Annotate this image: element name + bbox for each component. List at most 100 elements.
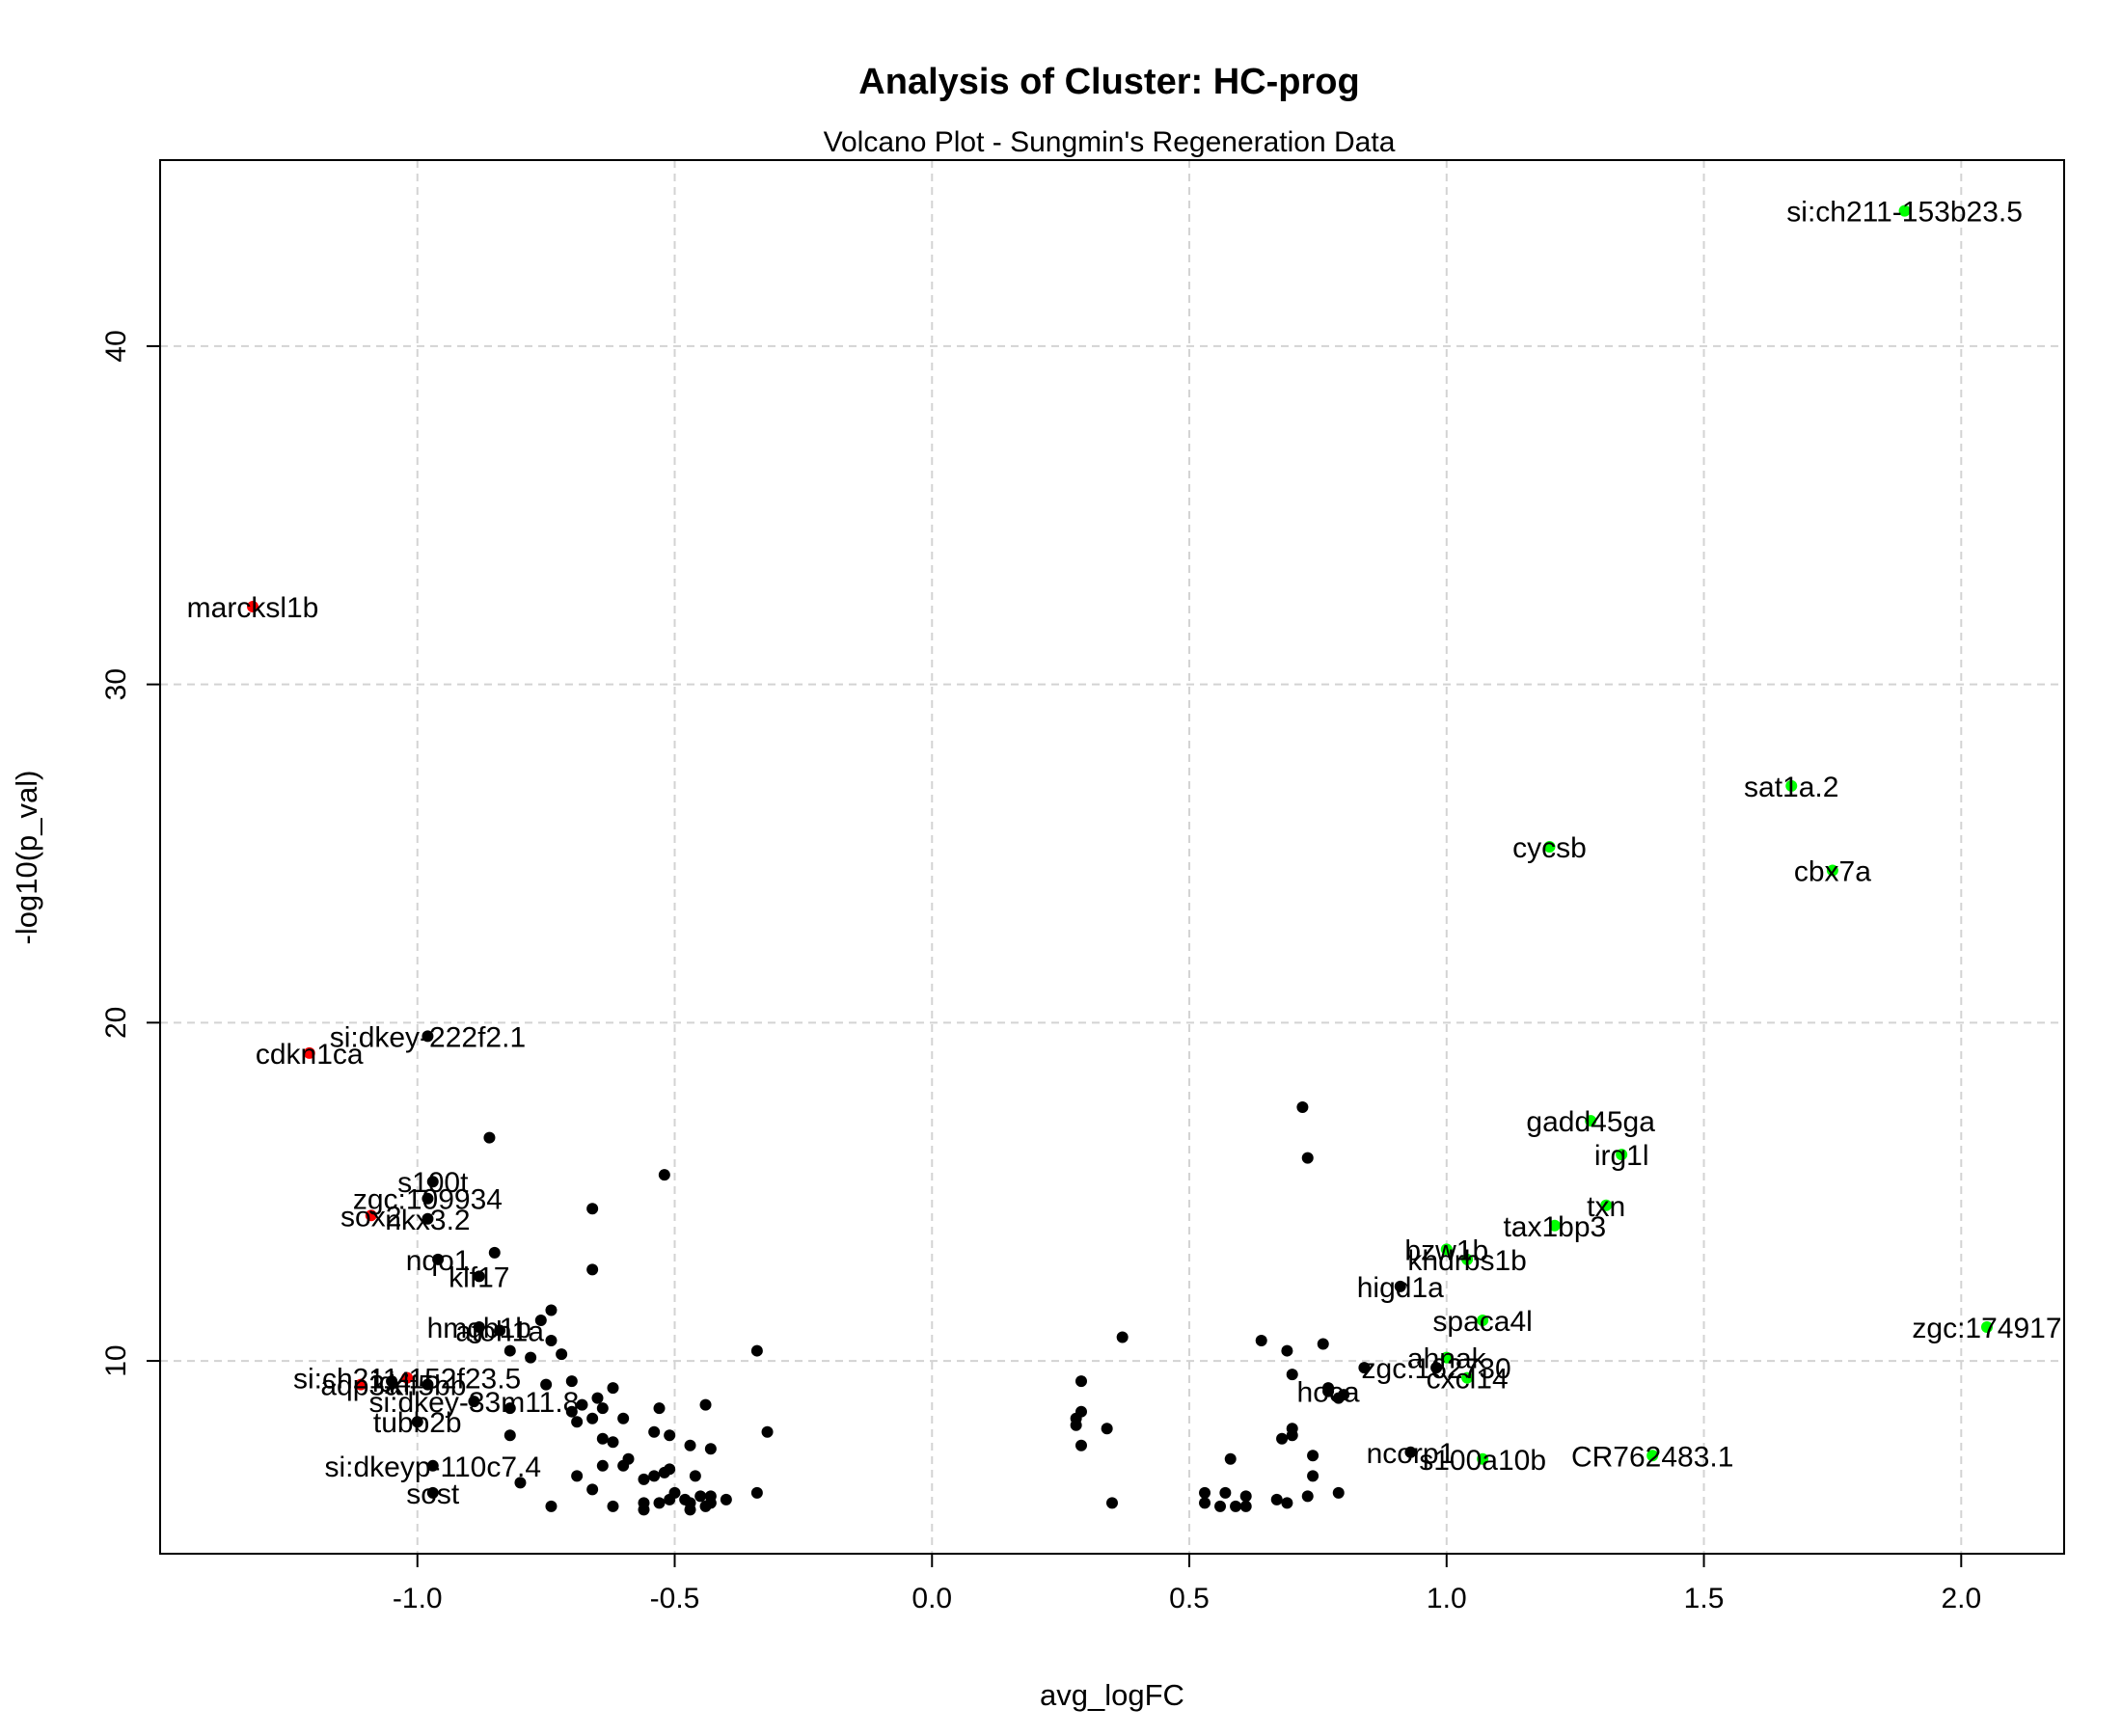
data-point	[483, 1131, 496, 1144]
gene-point	[1548, 1219, 1561, 1232]
data-point	[617, 1459, 630, 1472]
gene-label: si:dkey-33m11.8	[368, 1387, 579, 1419]
data-point	[503, 1402, 516, 1415]
data-point	[1199, 1486, 1211, 1499]
gene-point	[303, 1046, 315, 1059]
data-point	[1317, 1338, 1329, 1350]
gene-label: cxcl14	[1427, 1364, 1509, 1396]
data-point	[704, 1443, 717, 1455]
data-point	[1070, 1419, 1082, 1431]
data-point	[638, 1504, 650, 1516]
data-point	[596, 1432, 609, 1445]
gene-label: s100t	[397, 1167, 469, 1199]
gene-point	[247, 600, 259, 612]
data-points	[247, 204, 1993, 1516]
gene-label: cdkn1ca	[256, 1039, 364, 1071]
gene-label: zgc:109934	[353, 1184, 503, 1216]
data-point	[1224, 1452, 1237, 1465]
data-point	[1307, 1450, 1319, 1462]
data-point	[689, 1470, 701, 1482]
point-labels: si:ch211-153b23.5 sat1a.2 cycsb cbx7a gadd45…	[187, 197, 2062, 1510]
data-point	[684, 1504, 696, 1516]
x-tick-label: 0.0	[911, 1583, 952, 1614]
gene-label: nqo1	[406, 1245, 471, 1277]
gene-point	[473, 1270, 485, 1283]
gene-label: sost	[406, 1478, 460, 1510]
x-axis-label: avg_logFC	[1040, 1678, 1184, 1712]
gene-point	[1785, 779, 1798, 792]
data-point	[658, 1466, 670, 1478]
x-axis-ticks: -1.0 -0.5 0.0 0.5 1.0 1.5 2.0	[393, 1554, 1981, 1614]
gene-label: si:ch211-152f23.5	[293, 1364, 521, 1396]
data-point	[488, 1246, 501, 1259]
data-point	[565, 1405, 578, 1418]
data-point	[653, 1497, 666, 1509]
data-point	[1239, 1500, 1252, 1512]
gene-point	[468, 1396, 480, 1408]
data-point	[1075, 1439, 1087, 1451]
gene-label: gadd45ga	[1526, 1106, 1655, 1138]
gene-label: s100a10b	[1419, 1445, 1546, 1477]
data-point	[1286, 1369, 1298, 1381]
x-tick-label: 1.5	[1684, 1583, 1725, 1614]
gene-point	[422, 1030, 434, 1043]
gene-point	[1980, 1321, 1993, 1334]
data-point	[503, 1429, 516, 1442]
data-point	[571, 1470, 584, 1482]
data-point	[1332, 1486, 1345, 1499]
y-tick-label: 40	[100, 330, 132, 362]
data-point	[596, 1459, 609, 1472]
data-point	[750, 1486, 763, 1499]
data-point	[1307, 1470, 1319, 1482]
gene-label: tax1bp3	[1503, 1211, 1606, 1243]
y-tick-label: 20	[100, 1007, 132, 1039]
data-point	[607, 1436, 619, 1449]
data-point	[699, 1398, 712, 1411]
gene-point	[1585, 1115, 1597, 1127]
data-point	[1270, 1493, 1283, 1505]
data-point	[1219, 1486, 1232, 1499]
data-point	[1116, 1331, 1129, 1343]
data-point	[586, 1203, 599, 1215]
data-point	[514, 1477, 527, 1489]
gene-label: cbx7a	[1794, 856, 1871, 888]
data-point	[1276, 1432, 1289, 1445]
data-point	[576, 1398, 588, 1411]
gene-label: ncorp1	[1367, 1438, 1455, 1470]
gene-point	[426, 1486, 439, 1499]
gene-point	[494, 1324, 506, 1337]
gene-point	[355, 1378, 367, 1391]
data-point	[694, 1490, 707, 1503]
data-point	[1239, 1490, 1252, 1503]
gene-point	[401, 1371, 414, 1384]
gene-point	[1543, 840, 1556, 853]
data-point	[638, 1473, 650, 1485]
gene-label: marcksl1b	[187, 592, 319, 624]
gene-point	[1440, 1351, 1453, 1364]
gene-label: zgc:162730	[1362, 1353, 1511, 1385]
data-point	[1332, 1392, 1345, 1404]
gene-point	[411, 1416, 423, 1428]
data-point	[1281, 1344, 1293, 1357]
data-point	[586, 1483, 599, 1496]
gene-label: txn	[1587, 1191, 1625, 1223]
data-point	[525, 1351, 537, 1364]
gene-label: khdrbs1b	[1407, 1245, 1526, 1277]
gene-point	[365, 1209, 377, 1222]
x-tick-label: 2.0	[1941, 1583, 1981, 1614]
data-point	[503, 1344, 516, 1357]
data-point	[648, 1425, 661, 1438]
gene-label: bzw1b	[1404, 1234, 1488, 1266]
data-point	[664, 1493, 676, 1505]
gene-label: spaca4l	[1432, 1306, 1532, 1338]
gene-label: cycsb	[1512, 832, 1587, 864]
gene-point	[426, 1176, 439, 1188]
data-point	[545, 1335, 558, 1347]
data-point	[664, 1429, 676, 1442]
gene-label: kif5bb	[389, 1370, 466, 1402]
gene-point	[1477, 1452, 1489, 1465]
data-point	[596, 1402, 609, 1415]
gene-point	[1430, 1362, 1443, 1374]
y-axis-ticks: 10 20 30 40	[100, 330, 160, 1377]
y-axis-label: -log10(p_val)	[10, 771, 43, 945]
